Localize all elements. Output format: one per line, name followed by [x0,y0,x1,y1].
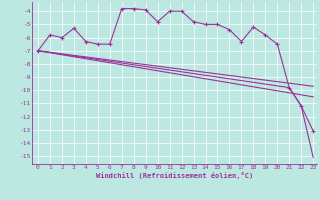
X-axis label: Windchill (Refroidissement éolien,°C): Windchill (Refroidissement éolien,°C) [96,172,253,179]
